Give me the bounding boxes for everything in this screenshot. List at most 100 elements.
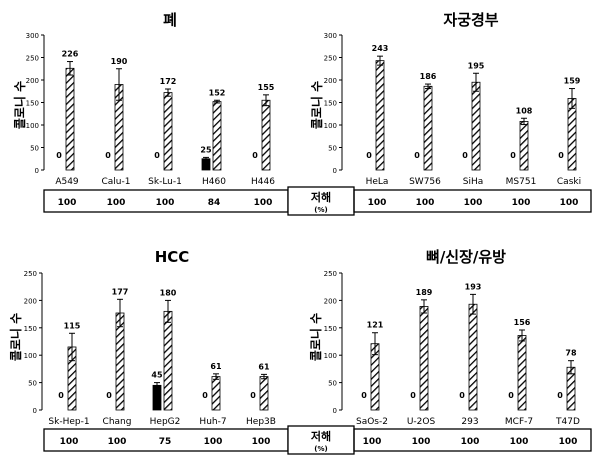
panel-title: 자궁경부 <box>443 11 498 29</box>
axes: 050100150200250SaOs-2U-2OS293MCF-7T47D <box>324 270 580 427</box>
y-tick-label: 300 <box>26 32 39 40</box>
inhibition-label: 저해 <box>311 190 331 204</box>
panel-lung: 폐 콜로니 수 050100150200250300A549Calu-1Sk-L… <box>12 11 275 187</box>
x-tick-label: MS751 <box>506 177 537 187</box>
x-tick-label: H460 <box>202 177 226 187</box>
y-tick-label: 50 <box>30 145 39 153</box>
inhibition-value: 100 <box>560 198 579 208</box>
bar-hatched <box>518 335 526 410</box>
y-axis-label: 콜로니 수 <box>309 81 324 129</box>
data-label: 45 <box>151 371 163 380</box>
inhibition-label: 저해 <box>311 429 331 443</box>
x-tick-label: A549 <box>55 177 79 187</box>
panel-title: HCC <box>155 248 190 266</box>
y-tick-label: 150 <box>24 325 37 333</box>
data-label: 193 <box>465 282 482 291</box>
bars: 0115017745180061061 <box>58 287 270 410</box>
inhibition-value: 100 <box>461 437 480 447</box>
bar-solid <box>153 385 161 410</box>
bars: 02430186019501080159 <box>366 44 581 170</box>
data-label: 0 <box>462 151 468 160</box>
y-tick-label: 200 <box>26 77 39 85</box>
y-tick-label: 100 <box>26 122 39 130</box>
data-label: 0 <box>58 391 64 400</box>
data-label: 115 <box>64 321 81 330</box>
data-label: 152 <box>209 88 226 97</box>
inhibition-value: 75 <box>159 437 172 447</box>
bar-hatched <box>164 93 172 170</box>
panel-title: 뼈/신장/유방 <box>426 248 506 266</box>
data-label: 0 <box>414 151 420 160</box>
data-label: 0 <box>366 151 372 160</box>
y-tick-label: 150 <box>324 325 337 333</box>
data-label: 0 <box>202 391 208 400</box>
data-label: 78 <box>565 349 577 358</box>
y-tick-label: 50 <box>28 380 37 388</box>
x-tick-label: SW756 <box>409 177 441 187</box>
y-tick-label: 50 <box>328 145 337 153</box>
data-label: 0 <box>56 151 62 160</box>
y-tick-label: 0 <box>35 167 39 175</box>
x-tick-label: Huh-7 <box>199 417 226 427</box>
x-tick-label: MCF-7 <box>505 417 533 427</box>
bar-hatched <box>213 102 221 170</box>
axes: 050100150200250300HeLaSW756SiHaMS751Cask… <box>324 32 581 187</box>
data-label: 243 <box>372 44 389 53</box>
x-tick-label: HepG2 <box>150 417 181 427</box>
inhibition-value: 100 <box>363 437 382 447</box>
data-label: 61 <box>258 362 270 371</box>
y-tick-label: 0 <box>333 167 337 175</box>
inhibition-value: 100 <box>156 198 175 208</box>
y-tick-label: 250 <box>324 55 337 63</box>
bar-hatched <box>164 311 172 410</box>
inhibition-value: 100 <box>204 437 223 447</box>
inhibition-value: 100 <box>58 198 77 208</box>
panel-hcc: HCC 콜로니 수 050100150200250Sk-Hep-1ChangHe… <box>8 248 276 427</box>
y-tick-label: 250 <box>24 270 37 278</box>
x-tick-label: SiHa <box>463 177 484 187</box>
x-tick-label: Chang <box>103 417 132 427</box>
bar-hatched <box>262 100 270 170</box>
bars: 0121018901930156078 <box>361 282 577 410</box>
inhibition-value: 100 <box>510 437 529 447</box>
inhibition-value: 100 <box>107 198 126 208</box>
x-tick-label: Sk-Hep-1 <box>48 417 89 427</box>
inhibition-values-left: 10010075100100 <box>60 437 271 447</box>
inhibition-values-right: 100 100 100 100 100 <box>363 437 578 447</box>
bar-hatched <box>520 121 528 170</box>
colony-inhibition-figure: 폐 콜로니 수 050100150200250300A549Calu-1Sk-L… <box>0 0 600 462</box>
inhibition-value: 100 <box>559 437 578 447</box>
y-tick-label: 150 <box>26 100 39 108</box>
x-tick-label: Caski <box>557 177 581 187</box>
inhibition-unit: (%) <box>314 206 327 214</box>
x-tick-label: U-2OS <box>407 417 436 427</box>
bar-hatched <box>420 306 428 410</box>
data-label: 0 <box>510 151 516 160</box>
data-label: 0 <box>557 391 563 400</box>
data-label: 190 <box>111 57 128 66</box>
y-tick-label: 0 <box>333 407 337 415</box>
bar-hatched <box>116 313 124 410</box>
y-tick-label: 200 <box>324 297 337 305</box>
bar-hatched <box>568 98 576 170</box>
inhibition-value: 100 <box>416 198 435 208</box>
data-label: 189 <box>416 288 433 297</box>
data-label: 0 <box>508 391 514 400</box>
data-label: 195 <box>468 61 485 70</box>
data-label: 226 <box>62 50 79 59</box>
inhibition-value: 100 <box>412 437 431 447</box>
data-label: 0 <box>106 391 112 400</box>
data-label: 186 <box>420 72 437 81</box>
bar-hatched <box>376 61 384 170</box>
data-label: 25 <box>200 145 212 154</box>
inhibition-value: 100 <box>464 198 483 208</box>
axes: 050100150200250Sk-Hep-1ChangHepG2Huh-7He… <box>24 270 276 427</box>
inhibition-value: 100 <box>252 437 271 447</box>
data-label: 0 <box>558 151 564 160</box>
bar-hatched <box>66 68 74 170</box>
panel-bone-kidney-breast: 뼈/신장/유방 콜로니 수 050100150200250SaOs-2U-2OS… <box>308 248 580 427</box>
data-label: 0 <box>252 151 258 160</box>
x-tick-label: T47D <box>555 417 580 427</box>
inhibition-value: 100 <box>512 198 531 208</box>
y-tick-label: 150 <box>324 100 337 108</box>
